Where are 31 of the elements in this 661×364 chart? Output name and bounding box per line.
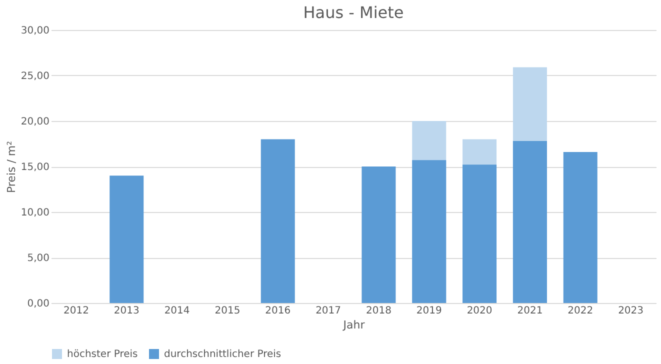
bar xyxy=(462,164,497,303)
y-tick-label: 5,00 xyxy=(27,253,50,264)
y-tick-label: 15,00 xyxy=(20,162,50,173)
bar xyxy=(362,166,396,303)
x-tick-label: 2013 xyxy=(114,306,140,316)
x-tick-label: 2016 xyxy=(265,306,291,316)
x-tick-label: 2021 xyxy=(517,306,543,316)
x-tick-label: 2017 xyxy=(316,306,342,316)
y-tick-label: 20,00 xyxy=(20,116,50,128)
y-tick-label: 30,00 xyxy=(20,26,50,36)
bar xyxy=(512,141,547,303)
bar xyxy=(260,139,295,303)
x-tick-label: 2023 xyxy=(618,306,644,316)
x-tick-label: 2022 xyxy=(568,306,594,316)
x-axis-title: Jahr xyxy=(342,318,366,332)
y-axis-title: Preis / m² xyxy=(4,140,18,194)
x-tick-label: 2019 xyxy=(416,306,442,316)
bar xyxy=(412,160,446,303)
x-tick-label: 2012 xyxy=(63,306,89,316)
bar xyxy=(563,152,598,303)
x-tick-label: 2014 xyxy=(164,306,190,316)
chart-title: Haus - Miete xyxy=(303,3,404,22)
x-tick-label: 2020 xyxy=(466,306,492,316)
legend-label: höchster Preis xyxy=(67,349,138,360)
legend-label: durchschnittlicher Preis xyxy=(164,349,282,360)
y-tick-label: 25,00 xyxy=(20,71,50,82)
y-tick-label: 0,00 xyxy=(27,298,50,310)
bar xyxy=(110,176,144,303)
x-tick-label: 2018 xyxy=(366,306,392,316)
y-tick-label: 10,00 xyxy=(20,208,50,218)
x-tick-label: 2015 xyxy=(214,306,240,316)
